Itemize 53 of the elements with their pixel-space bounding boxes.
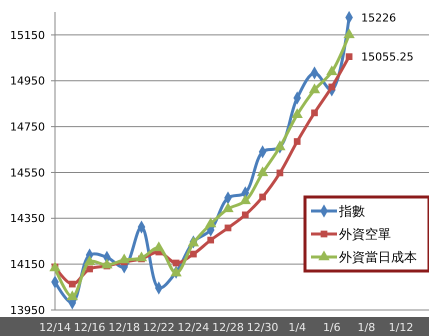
y-tick-label: 14350 xyxy=(10,212,45,226)
point xyxy=(343,28,355,38)
point xyxy=(49,262,61,272)
data-label: 15055.25 xyxy=(361,50,414,64)
x-tick-label: 12/24 xyxy=(178,321,210,334)
legend-label: 外資空單 xyxy=(339,228,391,243)
x-tick-label: 1/8 xyxy=(358,321,376,334)
point xyxy=(294,138,301,145)
point xyxy=(256,166,268,176)
y-tick-label: 14750 xyxy=(10,120,45,134)
point xyxy=(259,194,266,200)
point xyxy=(66,290,78,300)
x-tick-label: 12/18 xyxy=(108,321,140,334)
y-tick-label: 14950 xyxy=(10,74,45,88)
x-tick-label: 12/30 xyxy=(246,321,278,334)
y-tick-label: 15150 xyxy=(10,28,45,42)
point xyxy=(86,266,93,272)
point xyxy=(326,65,338,76)
point xyxy=(292,108,303,118)
point xyxy=(274,140,286,150)
x-tick-label: 12/22 xyxy=(142,321,175,334)
x-tick-label: 1/12 xyxy=(388,321,414,334)
point xyxy=(311,110,318,116)
point xyxy=(276,170,284,176)
point xyxy=(308,83,320,94)
x-tick-label: 12/28 xyxy=(212,321,244,334)
point xyxy=(346,53,352,60)
data-label: 15226 xyxy=(361,12,396,24)
point xyxy=(240,194,251,204)
x-tick-label: 1/6 xyxy=(322,321,341,334)
x-tick-label: 1/4 xyxy=(288,321,306,334)
y-tick-label: 14150 xyxy=(10,258,45,272)
point xyxy=(84,255,96,266)
point xyxy=(242,212,249,218)
legend-label: 指數 xyxy=(338,204,365,220)
point xyxy=(190,250,197,258)
x-tick-label: 12/14 xyxy=(39,321,71,334)
point xyxy=(224,224,232,232)
point xyxy=(101,258,113,268)
point xyxy=(172,260,180,266)
legend-label: 外資當日成本 xyxy=(339,250,417,266)
y-tick-label: 14550 xyxy=(10,166,45,180)
point xyxy=(170,266,182,276)
point xyxy=(118,254,130,264)
point xyxy=(222,202,234,212)
y-tick-label: 13950 xyxy=(10,304,45,317)
point xyxy=(328,84,336,90)
point xyxy=(207,236,214,244)
point xyxy=(136,251,148,262)
point xyxy=(205,218,216,228)
point xyxy=(68,280,76,288)
point xyxy=(153,241,164,252)
x-tick-label: 12/16 xyxy=(74,321,106,334)
